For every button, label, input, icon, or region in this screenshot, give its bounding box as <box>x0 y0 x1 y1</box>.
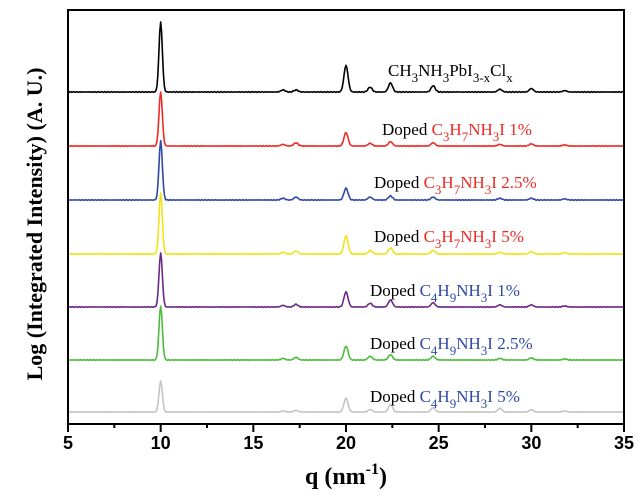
formula-part: CH <box>388 61 412 80</box>
series-label: Doped C4H9NH3I 5% <box>370 387 520 411</box>
series-label-suffix: 1% <box>505 120 532 139</box>
x-tick-label: 5 <box>63 433 73 453</box>
x-axis-label-sup: -1 <box>366 461 379 478</box>
series-label: Doped C3H7NH3I 2.5% <box>374 173 537 197</box>
formula-part: I <box>487 281 493 300</box>
x-axis-label-main: q (nm <box>305 464 366 490</box>
formula-part: 7 <box>454 182 461 197</box>
plot-frame <box>67 9 625 425</box>
series-label-prefix: Doped <box>382 120 432 139</box>
formula-part: 9 <box>450 343 457 358</box>
x-tick-label: 15 <box>243 433 263 453</box>
formula-part: I <box>491 173 497 192</box>
formula-part: NH <box>460 227 485 246</box>
formula-part: 4 <box>431 343 438 358</box>
formula-part: H <box>441 227 453 246</box>
series-label-prefix: Doped <box>374 227 424 246</box>
x-tick-label: 25 <box>429 433 449 453</box>
formula-part: I <box>487 387 493 406</box>
formula-part: 3 <box>493 129 500 144</box>
x-tick-label: 10 <box>151 433 171 453</box>
formula-part: 3 <box>412 70 419 85</box>
x-axis-label: q (nm-1) <box>305 461 387 490</box>
formula-part: 7 <box>454 236 461 251</box>
formula-part: NH <box>456 281 481 300</box>
series-label: CH3NH3PbI3-xClx <box>388 61 513 85</box>
series-line <box>67 380 625 414</box>
series-label-prefix: Doped <box>370 281 420 300</box>
formula-part: C <box>420 334 431 353</box>
formula-part: 3 <box>481 343 488 358</box>
formula-part: NH <box>418 61 443 80</box>
formula-part: 3 <box>481 290 488 305</box>
x-tick-label: 30 <box>521 433 541 453</box>
series-line <box>67 305 625 362</box>
formula-part: PbI <box>449 61 473 80</box>
series-label: Doped C4H9NH3I 2.5% <box>370 334 533 358</box>
x-tick-label: 20 <box>336 433 356 453</box>
formula-part: NH <box>456 334 481 353</box>
formula-part: NH <box>456 387 481 406</box>
formula-part: 4 <box>431 290 438 305</box>
formula-part: C <box>432 120 443 139</box>
formula-part: C <box>420 281 431 300</box>
formula-part: 3 <box>435 236 442 251</box>
formula-part: 3 <box>485 236 492 251</box>
formula-part: C <box>420 387 431 406</box>
formula-part: C <box>424 227 435 246</box>
series-line <box>67 192 625 256</box>
formula-part: 3 <box>485 182 492 197</box>
series-line <box>67 139 625 202</box>
series-label-prefix: Doped <box>370 334 420 353</box>
x-axis-ticks: 5 10 15 20 25 30 35 <box>63 424 634 453</box>
formula-part: H <box>437 334 449 353</box>
series-line <box>67 21 625 94</box>
series-label-suffix: 5% <box>497 227 524 246</box>
formula-part: NH <box>468 120 493 139</box>
formula-part: 9 <box>450 396 457 411</box>
formula-part: 3 <box>443 70 450 85</box>
formula-part: 7 <box>462 129 469 144</box>
series-label-prefix: Doped <box>374 173 424 192</box>
series-line <box>67 252 625 309</box>
series-label-suffix: 5% <box>493 387 520 406</box>
formula-part: H <box>441 173 453 192</box>
formula-part: C <box>424 173 435 192</box>
series-label-prefix: Doped <box>370 387 420 406</box>
formula-part: 3-x <box>473 70 491 85</box>
formula-part: 3 <box>443 129 450 144</box>
formula-part: NH <box>460 173 485 192</box>
formula-part: Cl <box>490 61 506 80</box>
series-label: Doped C3H7NH3I 5% <box>374 227 524 251</box>
formula-part: I <box>499 120 505 139</box>
formula-part: 3 <box>481 396 488 411</box>
formula-part: H <box>437 387 449 406</box>
series-layer <box>67 21 625 414</box>
series-label-suffix: 2.5% <box>497 173 537 192</box>
series-label-suffix: 1% <box>493 281 520 300</box>
formula-part: I <box>491 227 497 246</box>
x-tick-label: 35 <box>614 433 634 453</box>
x-axis-label-close: ) <box>379 464 387 490</box>
y-axis-label: Log (Integrated Intensity) (A. U.) <box>22 68 47 381</box>
formula-part: H <box>437 281 449 300</box>
formula-part: H <box>449 120 461 139</box>
formula-part: 9 <box>450 290 457 305</box>
formula-part: 4 <box>431 396 438 411</box>
series-label: Doped C4H9NH3I 1% <box>370 281 520 305</box>
series-label-suffix: 2.5% <box>493 334 533 353</box>
formula-part: I <box>487 334 493 353</box>
series-label: Doped C3H7NH3I 1% <box>382 120 532 144</box>
formula-part: 3 <box>435 182 442 197</box>
formula-part: x <box>506 70 513 85</box>
series-line <box>67 91 625 148</box>
